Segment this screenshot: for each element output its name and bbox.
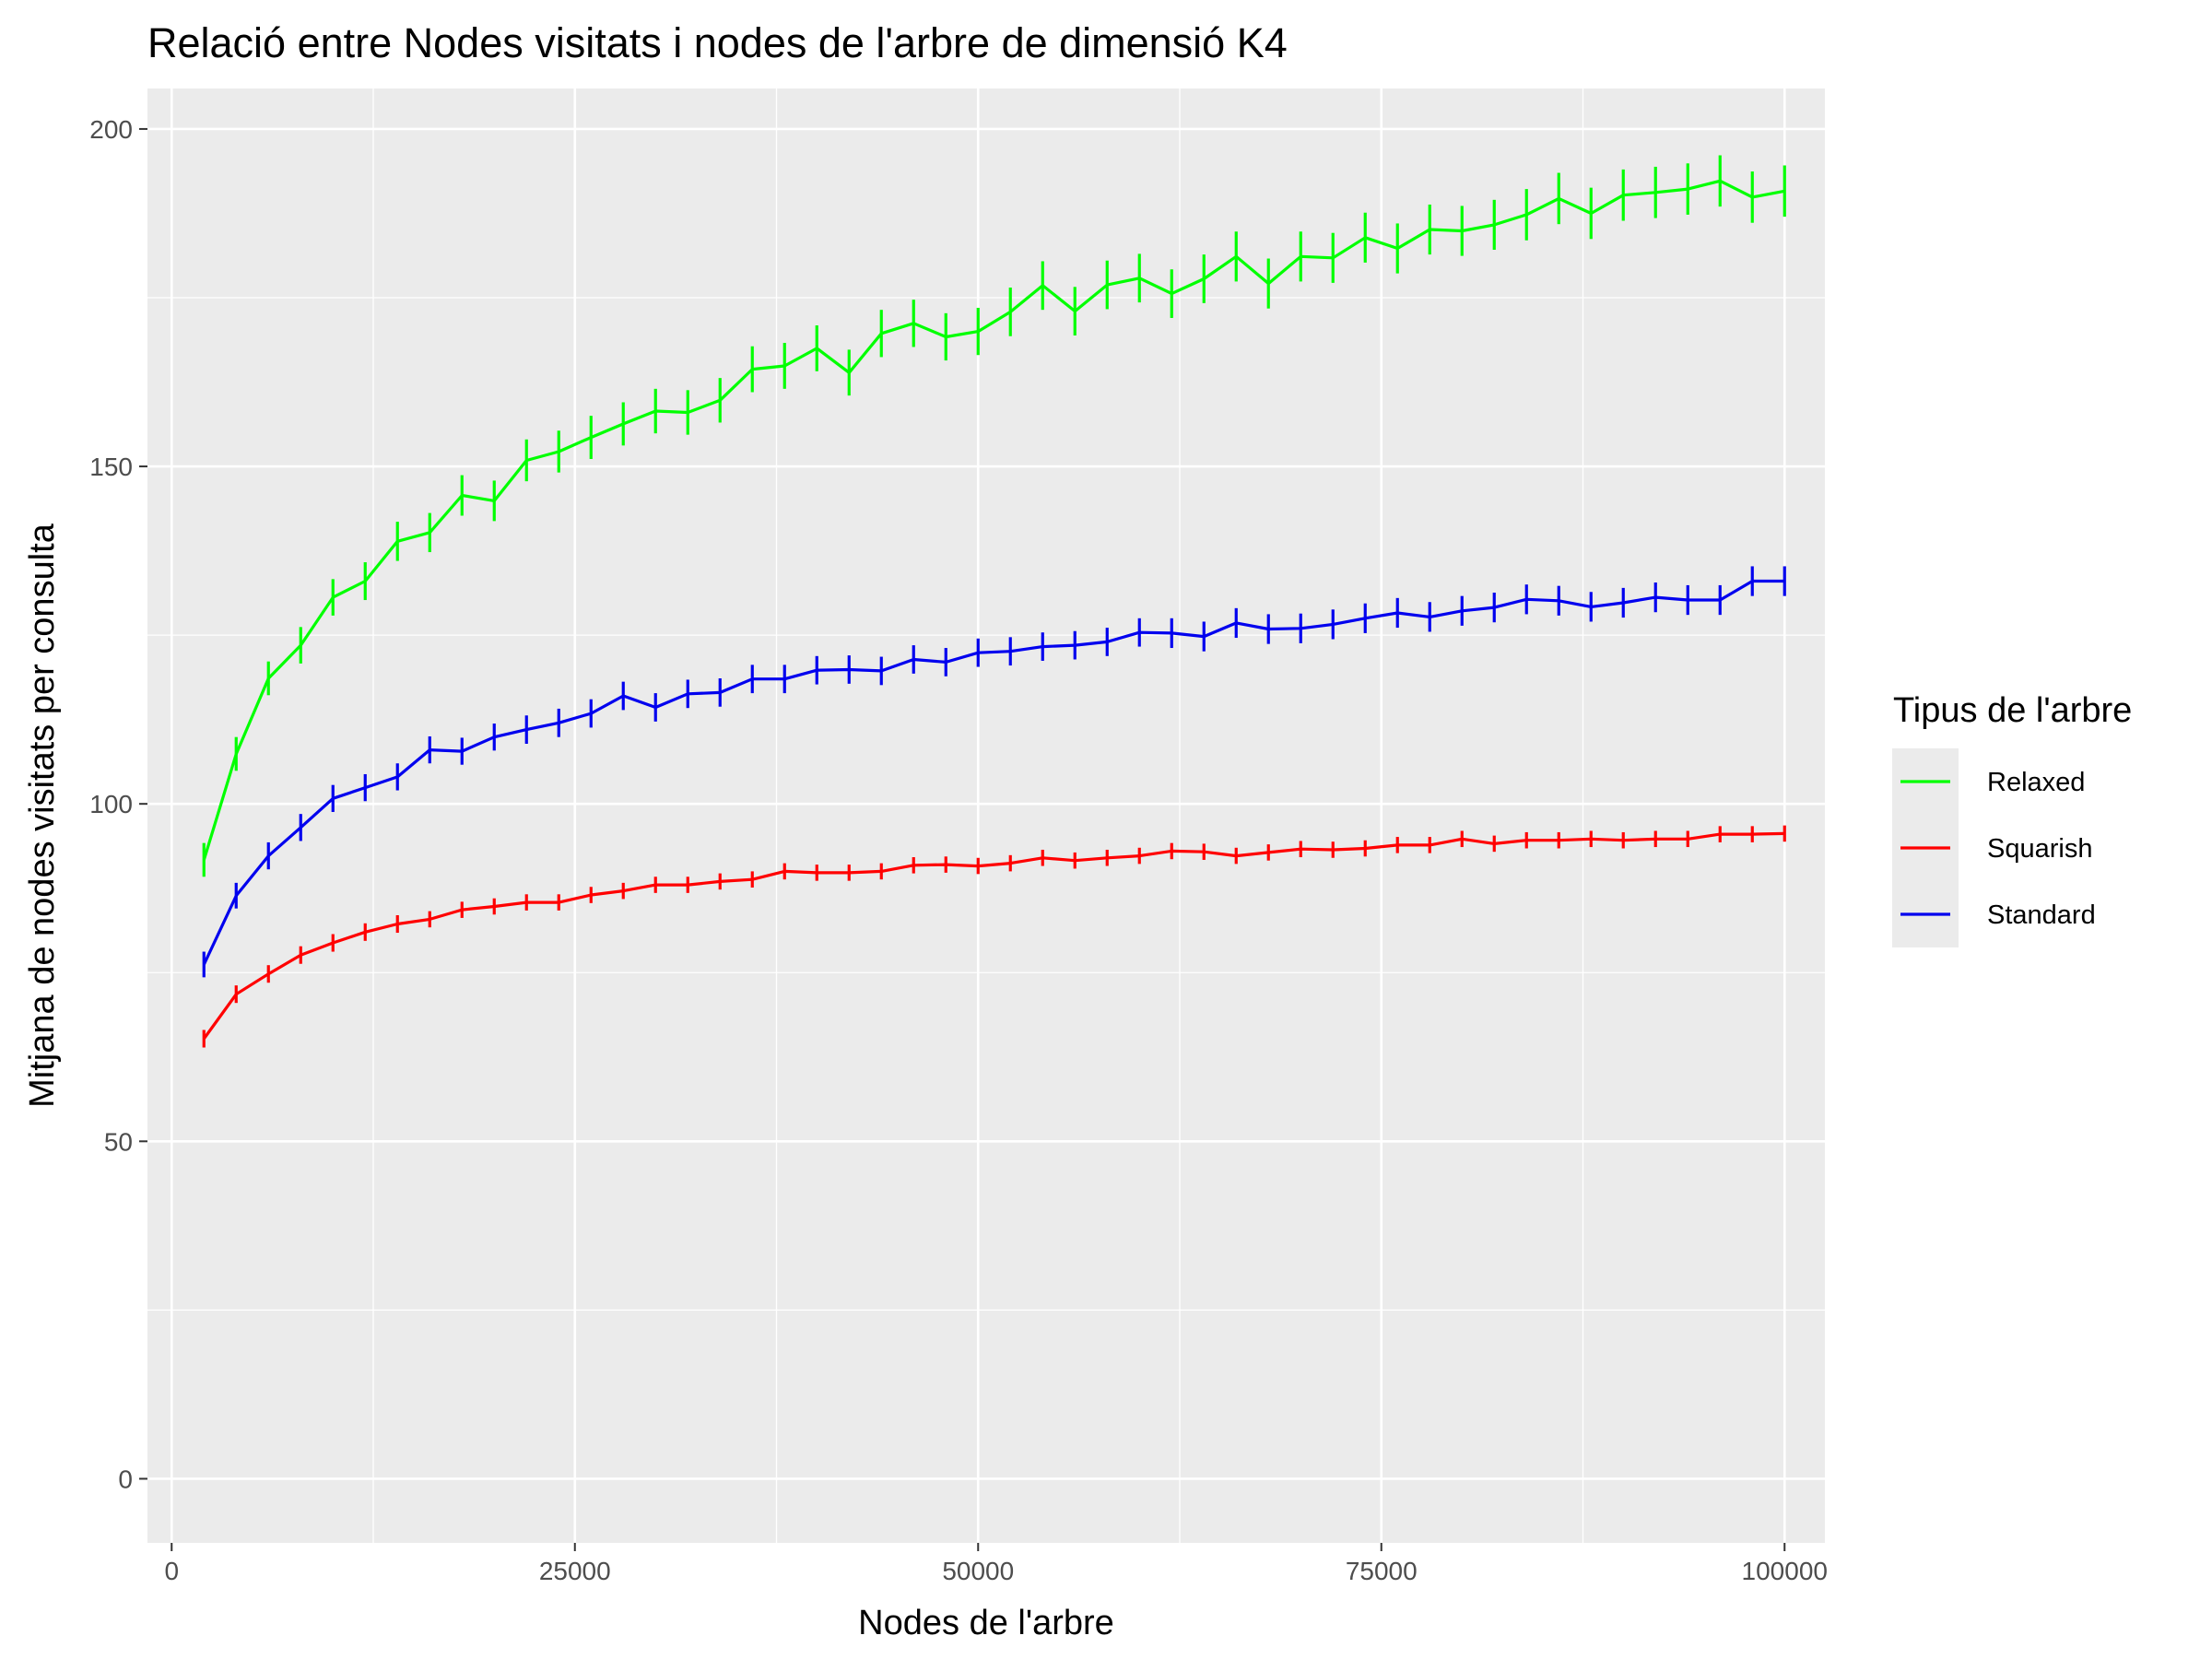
series-line-standard <box>202 579 1785 966</box>
y-axis-title: Mitjana de nodes visitats per consulta <box>23 523 62 1108</box>
series-relaxed <box>202 155 1786 877</box>
legend-items: Relaxed Squarish Standard <box>1900 768 2096 930</box>
series-line-squarish <box>203 831 1785 1040</box>
legend-label-relaxed: Relaxed <box>1987 768 2085 797</box>
y-tick-label: 200 <box>89 115 133 144</box>
series-layer <box>202 155 1786 1048</box>
chart-title: Relació entre Nodes visitats i nodes de … <box>147 19 1288 66</box>
legend-title: Tipus de l'arbre <box>1893 691 2132 730</box>
plot-panel <box>147 88 1825 1543</box>
legend-label-standard: Standard <box>1987 900 2096 930</box>
x-axis-title: Nodes de l'arbre <box>858 1604 1114 1642</box>
x-tick-label: 75000 <box>1346 1557 1418 1585</box>
legend: Tipus de l'arbre Relaxed Squarish Standard <box>1892 691 2132 947</box>
series-line-relaxed <box>202 179 1785 861</box>
legend-label-squarish: Squarish <box>1987 834 2092 864</box>
x-tick-label: 25000 <box>539 1557 611 1585</box>
x-tick-label: 50000 <box>942 1557 1014 1585</box>
y-tick-label: 150 <box>89 453 133 481</box>
minor-gridlines <box>147 88 1825 1543</box>
x-axis: 0 25000 50000 75000 100000 <box>164 1543 1828 1585</box>
y-tick-label: 0 <box>118 1465 133 1493</box>
y-tick-label: 50 <box>104 1127 133 1156</box>
major-gridlines <box>147 88 1825 1543</box>
y-axis: 0 50 100 150 200 <box>89 115 147 1493</box>
x-tick-label: 100000 <box>1742 1557 1828 1585</box>
x-tick-label: 0 <box>164 1557 179 1585</box>
series-squarish <box>202 825 1786 1048</box>
y-tick-label: 100 <box>89 790 133 818</box>
series-standard <box>202 566 1786 978</box>
